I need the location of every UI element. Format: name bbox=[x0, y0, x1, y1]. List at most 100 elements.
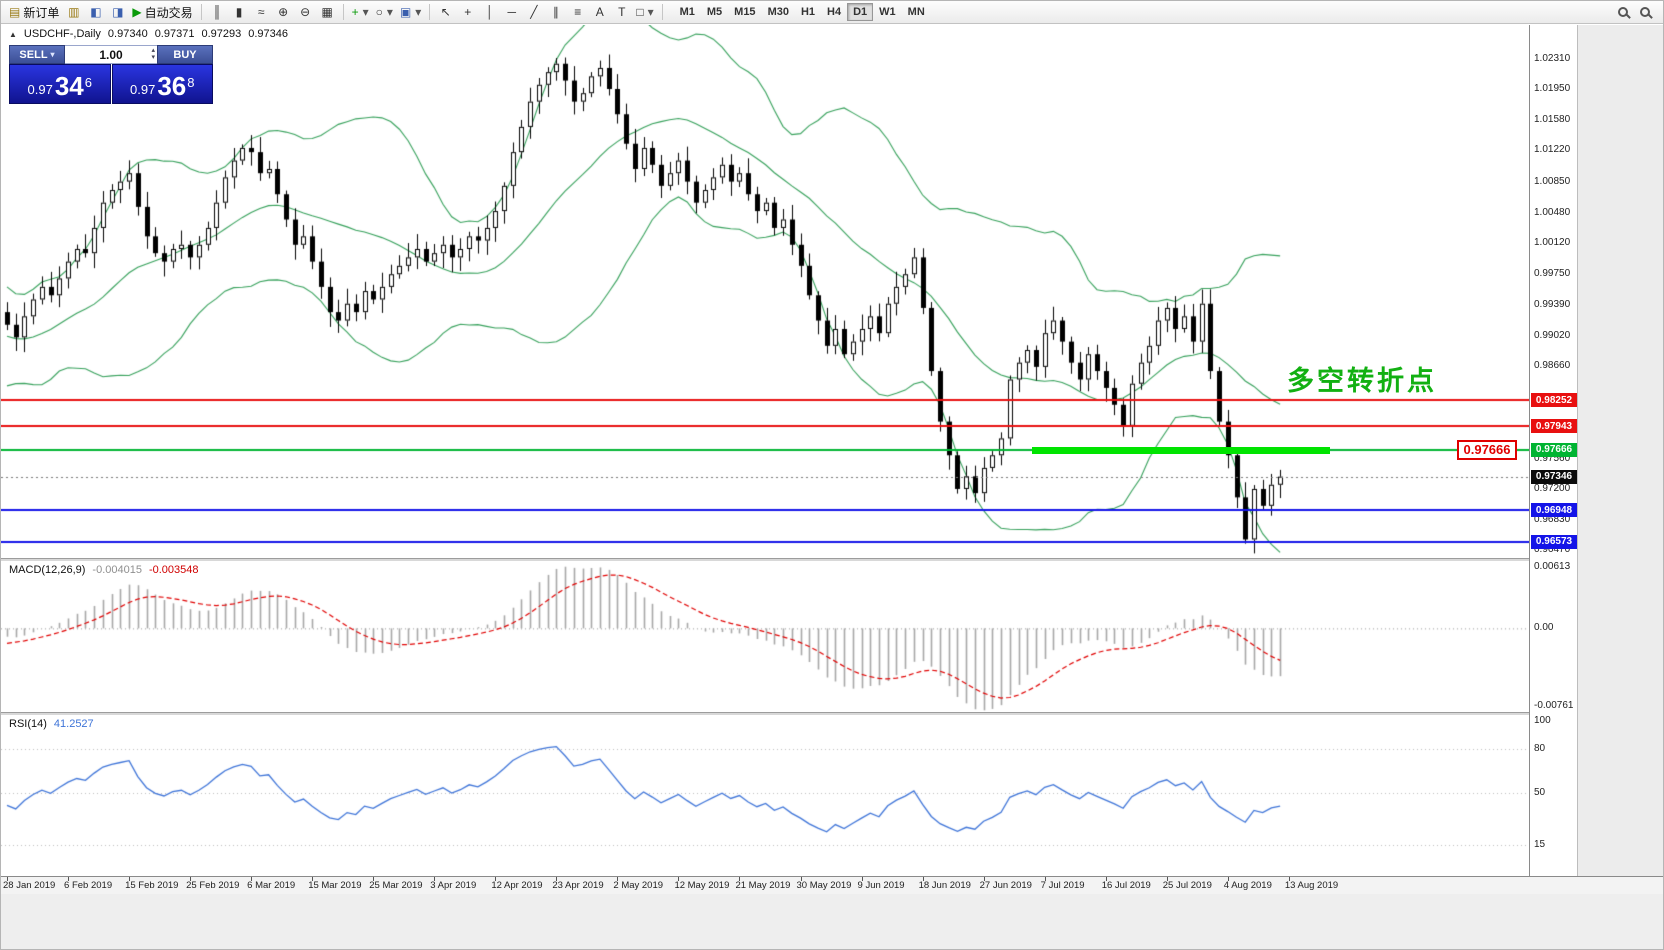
channel-tool-button[interactable]: ∥ bbox=[545, 3, 566, 22]
pane-splitter[interactable] bbox=[1, 558, 1577, 561]
indicators-button[interactable]: + ▾ bbox=[349, 3, 372, 22]
timeframe-button-h1[interactable]: H1 bbox=[800, 6, 816, 18]
sell-price-point: 6 bbox=[84, 75, 92, 90]
sell-price-button[interactable]: 0.97 34 6 bbox=[9, 64, 111, 104]
buy-price-button[interactable]: 0.97 36 8 bbox=[111, 64, 213, 104]
date-label: 18 Jun 2019 bbox=[918, 880, 971, 891]
shapes-tool-button[interactable]: □ ▾ bbox=[633, 3, 656, 22]
chevron-down-icon: ▾ bbox=[50, 50, 55, 59]
rsi-axis-label: 100 bbox=[1534, 715, 1551, 726]
autotrading-button[interactable]: ▶ 自动交易 bbox=[129, 3, 195, 22]
vertical-line-tool-button[interactable]: │ bbox=[479, 3, 500, 22]
toolbar-separator bbox=[200, 4, 202, 20]
navigator-button[interactable]: ◨ bbox=[107, 3, 128, 22]
data-window-button[interactable]: ◧ bbox=[85, 3, 106, 22]
text-icon: A bbox=[595, 5, 604, 19]
sell-button-label: SELL bbox=[19, 48, 48, 61]
cursor-icon: ↖ bbox=[440, 5, 451, 19]
search-icon[interactable] bbox=[1640, 7, 1650, 17]
autotrading-play-icon: ▶ bbox=[132, 5, 142, 19]
horizontal-line-icon: ─ bbox=[507, 5, 517, 19]
bar-chart-icon: ║ bbox=[212, 5, 222, 19]
market-watch-button[interactable]: ▥ bbox=[63, 3, 84, 22]
timeframe-button-mn[interactable]: MN bbox=[907, 6, 925, 18]
cursor-tool-button[interactable]: ↖ bbox=[435, 3, 456, 22]
crosshair-tool-button[interactable]: + bbox=[457, 3, 478, 22]
main-toolbar: ▤ 新订单 ▥ ◧ ◨ ▶ 自动交易 ║ ▮ ≈ ⊕ ⊖ ▦ + ▾ ○ ▾ ▣ ▾ … bbox=[1, 1, 1663, 24]
chevron-down-icon: ▾ bbox=[415, 5, 422, 19]
bar-chart-button[interactable]: ║ bbox=[207, 3, 228, 22]
timeframe-button-h4[interactable]: H4 bbox=[827, 6, 842, 18]
lot-increase-icon[interactable]: ▴ bbox=[151, 47, 155, 54]
horizontal-line-tool-button[interactable]: ─ bbox=[501, 3, 522, 22]
candlestick-chart-button[interactable]: ▮ bbox=[229, 3, 250, 22]
new-order-label: 新订单 bbox=[23, 5, 60, 20]
chevron-down-icon: ▾ bbox=[362, 5, 369, 19]
date-label: 12 Apr 2019 bbox=[491, 880, 543, 891]
fibonacci-tool-button[interactable]: ≡ bbox=[567, 3, 588, 22]
timeframe-button-m30[interactable]: M30 bbox=[767, 6, 789, 18]
templates-icon: ▣ bbox=[399, 5, 412, 19]
line-chart-button[interactable]: ≈ bbox=[251, 3, 272, 22]
market-watch-icon: ▥ bbox=[68, 5, 80, 19]
chart-info-line: ▲ USDCHF-,Daily 0.97340 0.97371 0.97293 … bbox=[9, 28, 288, 40]
date-label: 25 Feb 2019 bbox=[186, 880, 240, 891]
price-line-label: 0.98252 bbox=[1531, 393, 1577, 408]
timeframe-button-m1[interactable]: M1 bbox=[679, 6, 695, 18]
price-axis[interactable]: 1.02310 1.01950 1.01580 1.01220 1.00850 1.004… bbox=[1529, 25, 1577, 894]
periods-button[interactable]: ○ ▾ bbox=[373, 3, 396, 22]
tile-windows-button[interactable]: ▦ bbox=[317, 3, 338, 22]
macd-axis-label: 0.00613 bbox=[1534, 561, 1571, 572]
price-tick-label: 1.00850 bbox=[1534, 175, 1571, 187]
vertical-line-icon: │ bbox=[486, 5, 494, 19]
price-tick-label: 0.99390 bbox=[1534, 298, 1571, 310]
rsi-axis-label: 50 bbox=[1534, 787, 1546, 798]
chart-annotation-text: 多空转折点 bbox=[1287, 366, 1437, 396]
zoom-in-button[interactable]: ⊕ bbox=[273, 3, 294, 22]
timeframe-button-m15[interactable]: M15 bbox=[734, 6, 756, 18]
time-tick bbox=[251, 877, 253, 881]
time-tick bbox=[922, 877, 924, 881]
symbol-period-label: USDCHF-,Daily bbox=[23, 28, 101, 40]
main-chart-canvas[interactable] bbox=[1, 25, 1529, 558]
new-order-button[interactable]: ▤ 新订单 bbox=[6, 3, 62, 22]
high-value: 0.97371 bbox=[154, 28, 195, 40]
rsi-canvas[interactable] bbox=[1, 715, 1529, 875]
data-window-icon: ◧ bbox=[90, 5, 102, 19]
time-tick bbox=[861, 877, 863, 881]
time-tick bbox=[556, 877, 558, 881]
lot-size-input[interactable]: 1.00 ▴ ▾ bbox=[65, 45, 157, 64]
buy-button[interactable]: BUY bbox=[157, 45, 213, 64]
macd-signal-value: -0.003548 bbox=[148, 564, 199, 576]
date-label: 21 May 2019 bbox=[735, 880, 791, 891]
date-label: 12 May 2019 bbox=[674, 880, 730, 891]
channel-icon: ∥ bbox=[552, 5, 559, 19]
zoom-in-icon: ⊕ bbox=[278, 5, 289, 19]
timeframe-button-d1[interactable]: D1 bbox=[847, 3, 874, 21]
timeframe-button-w1[interactable]: W1 bbox=[879, 6, 896, 18]
text-tool-button[interactable]: A bbox=[589, 3, 610, 22]
label-tool-button[interactable]: T bbox=[611, 3, 632, 22]
date-label: 25 Jul 2019 bbox=[1162, 880, 1212, 891]
pane-splitter[interactable] bbox=[1, 712, 1577, 715]
timeframe-button-m5[interactable]: M5 bbox=[706, 6, 723, 18]
macd-axis-label: 0.00 bbox=[1534, 622, 1554, 634]
sell-price-big-figure: 0.97 bbox=[27, 82, 53, 97]
trendline-tool-button[interactable]: ╱ bbox=[523, 3, 544, 22]
macd-canvas[interactable] bbox=[1, 561, 1529, 712]
zoom-out-button[interactable]: ⊖ bbox=[295, 3, 316, 22]
search-symbol-icon[interactable] bbox=[1618, 7, 1628, 17]
time-tick bbox=[1166, 877, 1168, 881]
time-axis[interactable]: 28 Jan 2019 6 Feb 2019 15 Feb 2019 25 Feb 2… bbox=[1, 876, 1663, 894]
time-tick bbox=[68, 877, 70, 881]
new-order-icon: ▤ bbox=[9, 5, 21, 19]
lot-decrease-icon[interactable]: ▾ bbox=[151, 54, 155, 61]
shapes-icon: □ bbox=[636, 5, 644, 19]
price-tick-label: 0.97560 bbox=[1534, 452, 1571, 464]
periods-clock-icon: ○ bbox=[375, 5, 383, 19]
templates-button[interactable]: ▣ ▾ bbox=[397, 3, 424, 22]
date-label: 7 Jul 2019 bbox=[1040, 880, 1085, 891]
sell-button[interactable]: SELL ▾ bbox=[9, 45, 65, 64]
collapse-one-click-icon[interactable]: ▲ bbox=[9, 29, 17, 39]
chevron-down-icon: ▾ bbox=[386, 5, 393, 19]
